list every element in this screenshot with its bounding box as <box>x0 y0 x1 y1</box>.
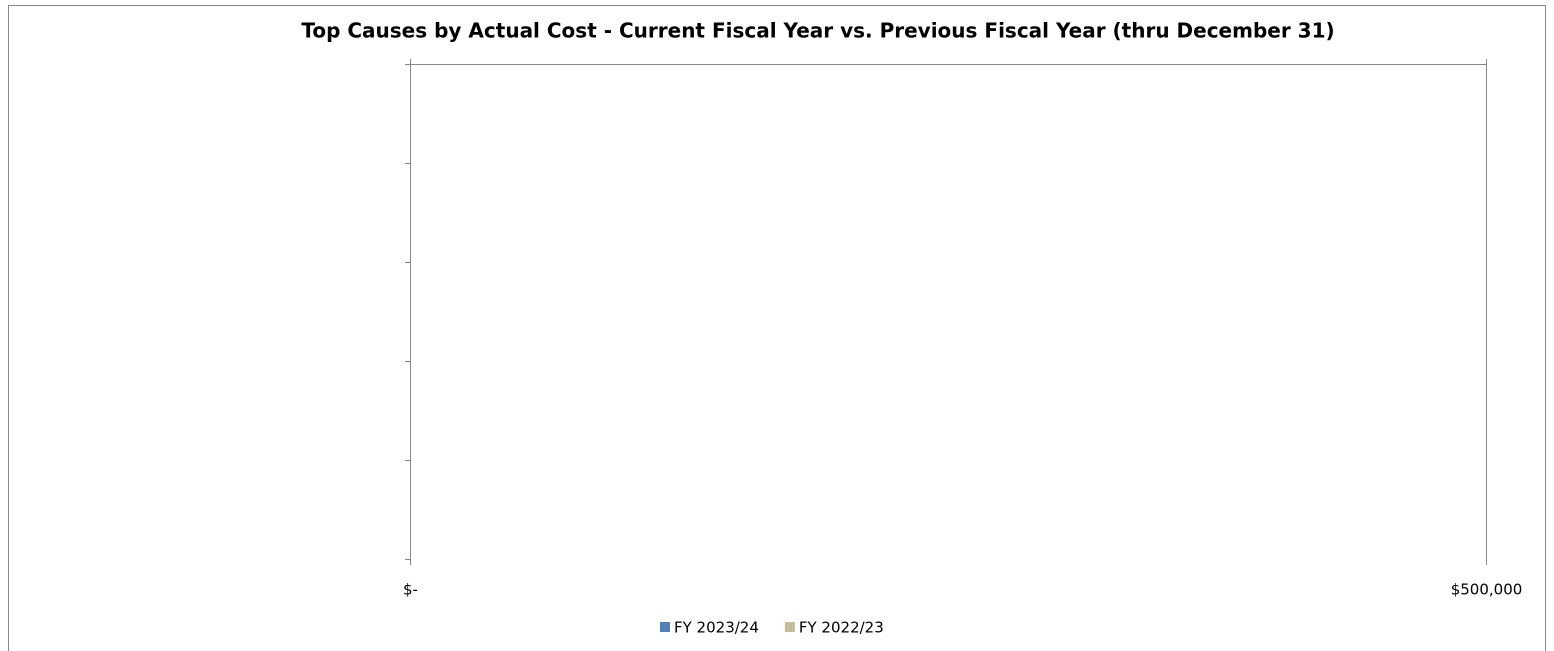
legend-swatch <box>784 622 795 632</box>
chart-frame <box>8 5 1546 651</box>
legend-label: FY 2022/23 <box>799 619 884 637</box>
legend-swatch <box>660 622 670 632</box>
x-tick-label: $500,000 <box>1451 581 1523 599</box>
x-tick-label: $- <box>403 581 418 599</box>
legend-label: FY 2023/24 <box>674 619 759 637</box>
chart-title: Top Causes by Actual Cost - Current Fisc… <box>301 19 1334 43</box>
